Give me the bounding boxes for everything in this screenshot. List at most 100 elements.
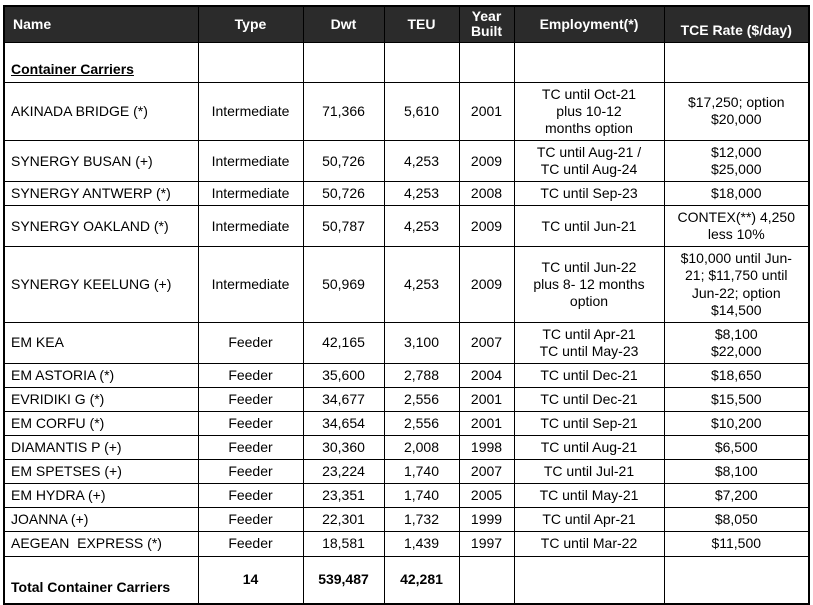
vessel-dwt-cell: 35,600 <box>302 362 385 388</box>
vessel-dwt-cell: 42,165 <box>302 321 385 364</box>
total-employment-cell <box>513 555 665 604</box>
vessel-type-cell: Feeder <box>197 321 304 364</box>
column-header-dwt: Dwt <box>302 5 385 43</box>
table-header: Name Type Dwt TEU Year Built Employment(… <box>3 5 810 43</box>
vessel-teu-cell: 4,253 <box>383 140 460 183</box>
vessel-tce-rate-cell: $17,250; option $20,000 <box>663 81 810 142</box>
vessel-year-built-cell: 2001 <box>458 386 515 413</box>
empty-cell <box>513 41 665 83</box>
vessel-year-built-cell: 2007 <box>458 321 515 364</box>
vessel-tce-rate-cell: $10,200 <box>663 411 810 437</box>
vessel-employment-cell: TC until Mar-22 <box>513 531 665 557</box>
table-row: EM CORFU (*) Feeder 34,654 2,556 2001 TC unti… <box>3 411 810 437</box>
empty-cell <box>663 41 810 83</box>
vessel-type-cell: Feeder <box>197 507 304 533</box>
vessel-employment-cell: TC until Apr-21 <box>513 507 665 533</box>
vessel-teu-cell: 2,556 <box>383 411 460 437</box>
vessel-employment-cell: TC until May-21 <box>513 483 665 509</box>
total-count-cell: 14 <box>197 555 304 604</box>
vessel-employment-cell: TC until Apr-21 TC until May-23 <box>513 321 665 364</box>
vessel-teu-cell: 4,253 <box>383 246 460 323</box>
vessel-type-cell: Intermediate <box>197 205 304 248</box>
vessel-teu-cell: 1,732 <box>383 507 460 533</box>
vessel-tce-rate-cell: $11,500 <box>663 531 810 557</box>
vessel-dwt-cell: 50,726 <box>302 181 385 207</box>
table-body: Container Carriers AKINADA BRIDGE (*) Int… <box>3 41 810 604</box>
vessel-dwt-cell: 23,351 <box>302 483 385 509</box>
vessel-teu-cell: 2,556 <box>383 386 460 413</box>
vessel-teu-cell: 4,253 <box>383 181 460 207</box>
table-row: AKINADA BRIDGE (*) Intermediate 71,366 5,61… <box>3 81 810 142</box>
vessel-type-cell: Feeder <box>197 386 304 413</box>
vessel-employment-cell: TC until Jun-21 <box>513 205 665 248</box>
vessel-tce-rate-cell: $18,650 <box>663 362 810 388</box>
table-row: EM ASTORIA (*) Feeder 35,600 2,788 2004 TC un… <box>3 362 810 388</box>
vessel-year-built-cell: 1998 <box>458 435 515 461</box>
column-header-type: Type <box>197 5 304 43</box>
vessel-name-cell: SYNERGY BUSAN (+) <box>3 140 199 183</box>
vessel-tce-rate-cell: $6,500 <box>663 435 810 461</box>
table-row: SYNERGY ANTWERP (*) Intermediate 50,726 4,2… <box>3 181 810 207</box>
header-row: Name Type Dwt TEU Year Built Employment(… <box>3 5 810 43</box>
table-row: EM HYDRA (+) Feeder 23,351 1,740 2005 TC unti… <box>3 483 810 509</box>
vessel-dwt-cell: 50,969 <box>302 246 385 323</box>
vessel-year-built-cell: 1997 <box>458 531 515 557</box>
vessel-type-cell: Feeder <box>197 531 304 557</box>
empty-cell <box>458 41 515 83</box>
vessel-dwt-cell: 34,654 <box>302 411 385 437</box>
vessel-dwt-cell: 18,581 <box>302 531 385 557</box>
column-header-tce-rate: TCE Rate ($/day) <box>663 5 810 43</box>
vessel-type-cell: Feeder <box>197 435 304 461</box>
table-row: SYNERGY KEELUNG (+) Intermediate 50,969 4,2… <box>3 246 810 323</box>
total-label-cell: Total Container Carriers <box>3 555 199 604</box>
vessel-tce-rate-cell: CONTEX(**) 4,250 less 10% <box>663 205 810 248</box>
vessel-teu-cell: 3,100 <box>383 321 460 364</box>
vessel-dwt-cell: 34,677 <box>302 386 385 413</box>
empty-cell <box>197 41 304 83</box>
total-row: Total Container Carriers 14 539,487 42,2… <box>3 555 810 604</box>
vessel-type-cell: Feeder <box>197 411 304 437</box>
vessel-dwt-cell: 50,787 <box>302 205 385 248</box>
vessel-tce-rate-cell: $7,200 <box>663 483 810 509</box>
vessel-teu-cell: 1,439 <box>383 531 460 557</box>
vessel-employment-cell: TC until Aug-21 / TC until Aug-24 <box>513 140 665 183</box>
vessel-employment-cell: TC until Sep-21 <box>513 411 665 437</box>
table-row: EVRIDIKI G (*) Feeder 34,677 2,556 2001 TC un… <box>3 386 810 413</box>
vessel-dwt-cell: 22,301 <box>302 507 385 533</box>
vessel-tce-rate-cell: $12,000 $25,000 <box>663 140 810 183</box>
vessel-teu-cell: 2,008 <box>383 435 460 461</box>
vessel-employment-cell: TC until Jul-21 <box>513 459 665 485</box>
empty-cell <box>383 41 460 83</box>
total-dwt-cell: 539,487 <box>302 555 385 604</box>
vessel-tce-rate-cell: $15,500 <box>663 386 810 413</box>
vessel-year-built-cell: 2009 <box>458 140 515 183</box>
vessel-type-cell: Intermediate <box>197 181 304 207</box>
vessel-dwt-cell: 30,360 <box>302 435 385 461</box>
vessel-employment-cell: TC until Jun-22 plus 8- 12 months option <box>513 246 665 323</box>
vessel-tce-rate-cell: $8,100 $22,000 <box>663 321 810 364</box>
vessel-year-built-cell: 2005 <box>458 483 515 509</box>
vessel-name-cell: SYNERGY ANTWERP (*) <box>3 181 199 207</box>
vessel-tce-rate-cell: $10,000 until Jun- 21; $11,750 until Jun… <box>663 246 810 323</box>
vessel-year-built-cell: 2009 <box>458 246 515 323</box>
table-row: SYNERGY BUSAN (+) Intermediate 50,726 4,253… <box>3 140 810 183</box>
vessel-type-cell: Intermediate <box>197 81 304 142</box>
vessel-name-cell: JOANNA (+) <box>3 507 199 533</box>
column-header-name: Name <box>3 5 199 43</box>
empty-cell <box>302 41 385 83</box>
vessel-dwt-cell: 50,726 <box>302 140 385 183</box>
vessel-teu-cell: 2,788 <box>383 362 460 388</box>
total-year-cell <box>458 555 515 604</box>
table-row: SYNERGY OAKLAND (*) Intermediate 50,787 4,2… <box>3 205 810 248</box>
vessel-teu-cell: 1,740 <box>383 459 460 485</box>
vessel-year-built-cell: 1999 <box>458 507 515 533</box>
vessel-year-built-cell: 2004 <box>458 362 515 388</box>
vessel-employment-cell: TC until Sep-23 <box>513 181 665 207</box>
vessel-year-built-cell: 2009 <box>458 205 515 248</box>
vessel-year-built-cell: 2008 <box>458 181 515 207</box>
vessel-tce-rate-cell: $8,050 <box>663 507 810 533</box>
vessel-name-cell: EM KEA <box>3 321 199 364</box>
total-teu-cell: 42,281 <box>383 555 460 604</box>
vessel-name-cell: AKINADA BRIDGE (*) <box>3 81 199 142</box>
vessel-name-cell: SYNERGY KEELUNG (+) <box>3 246 199 323</box>
